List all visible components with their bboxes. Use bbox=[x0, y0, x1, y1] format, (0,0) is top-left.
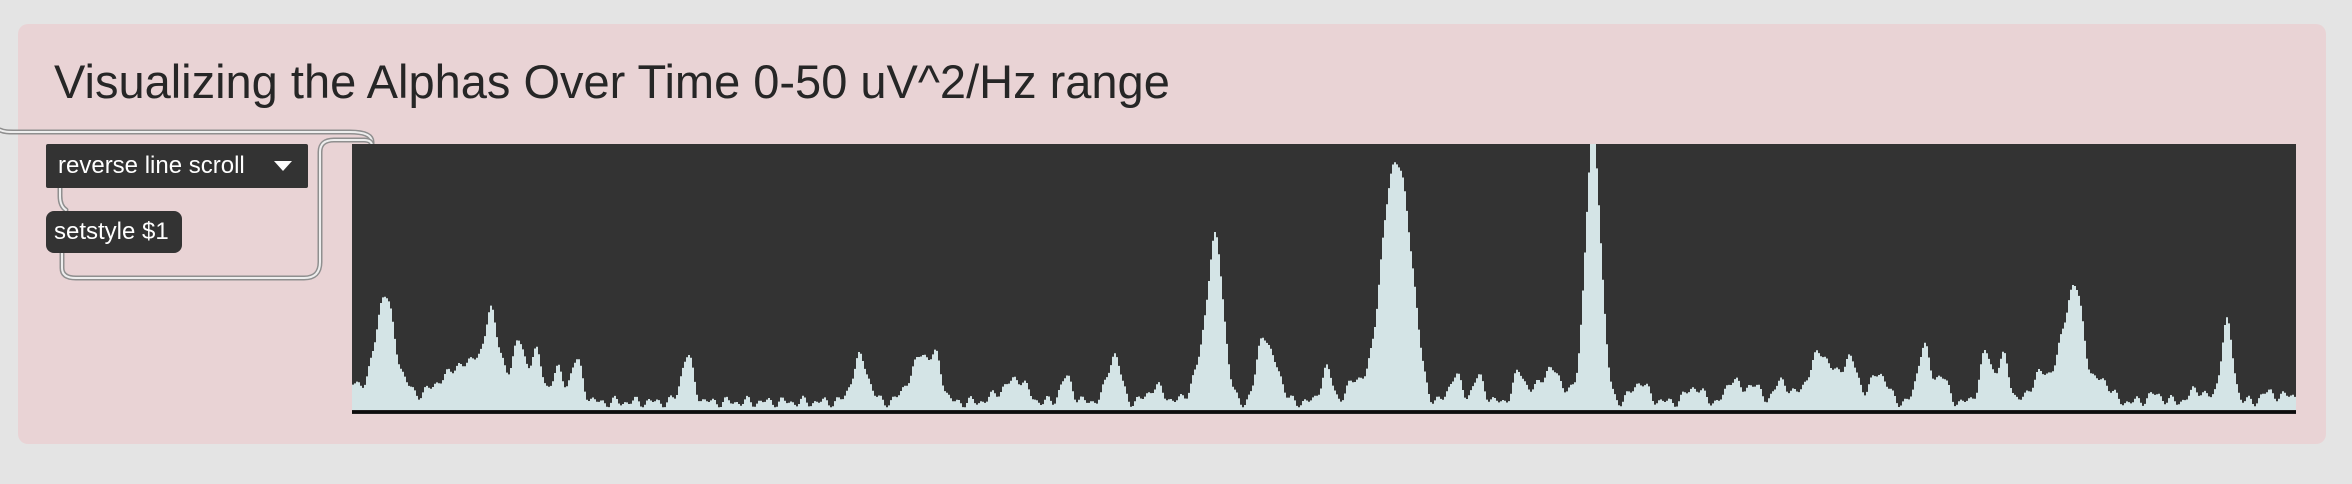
message-label: setstyle $1 bbox=[54, 218, 169, 245]
panel-title: Visualizing the Alphas Over Time 0-50 uV… bbox=[54, 55, 1170, 108]
spectroscope-display[interactable] bbox=[352, 144, 2296, 414]
dropdown-selected-label: reverse line scroll bbox=[58, 152, 245, 179]
setstyle-message-button[interactable]: setstyle $1 bbox=[46, 211, 182, 253]
signal-area bbox=[352, 144, 2296, 410]
display-mode-dropdown[interactable]: reverse line scroll bbox=[46, 144, 308, 188]
chevron-down-icon bbox=[274, 161, 292, 171]
spectroscope-plot bbox=[352, 144, 2296, 414]
